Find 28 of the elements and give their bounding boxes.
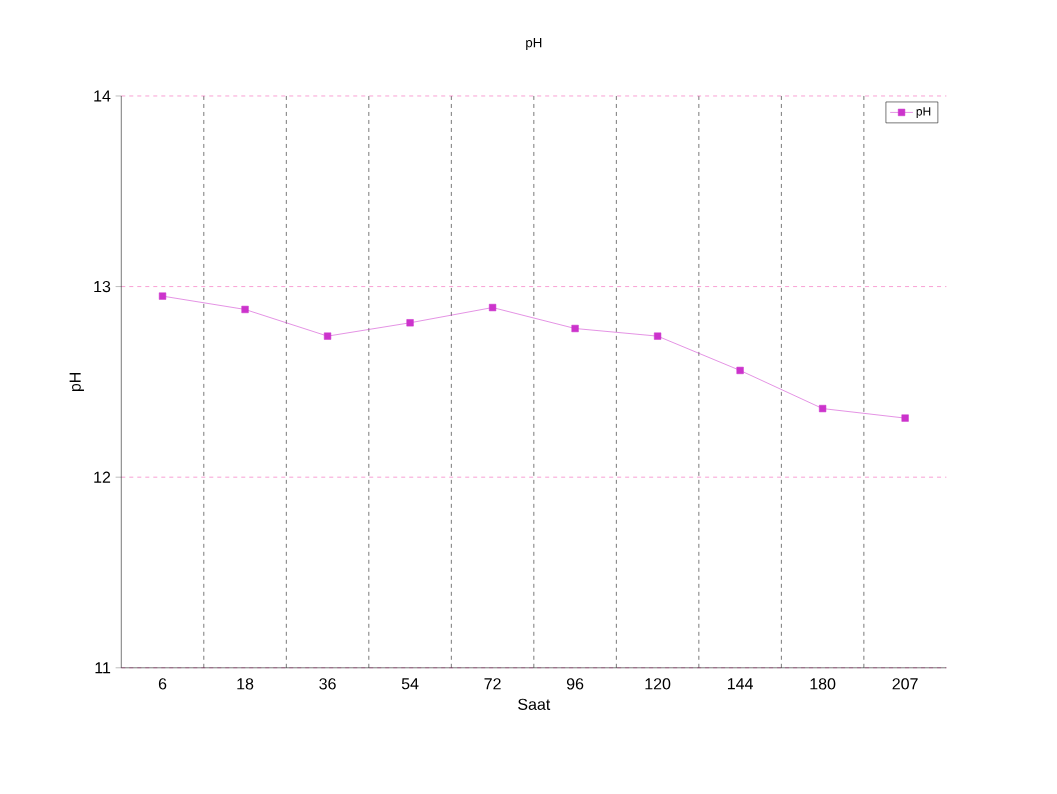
y-tick-label: 11 (95, 662, 111, 674)
point (323, 332, 332, 340)
point (241, 305, 249, 314)
chart-title: pH (526, 38, 542, 51)
legend-label: pH (916, 107, 931, 119)
x-axis-title: Saat (518, 698, 551, 711)
point (736, 366, 744, 375)
point (819, 405, 827, 413)
x-tick-label: 144 (727, 678, 753, 690)
y-axis-title: pH (69, 373, 84, 392)
x-tick-label: 180 (810, 678, 836, 690)
y-tick-label: 12 (94, 471, 111, 483)
x-tick-label: 36 (319, 678, 336, 690)
point (406, 319, 414, 327)
point (158, 292, 167, 300)
x-tick-label: 72 (484, 678, 501, 690)
point (901, 414, 909, 422)
point (488, 304, 497, 312)
x-tick-label: 6 (158, 678, 167, 690)
x-tick-label: 120 (645, 678, 671, 690)
x-tick-label: 18 (237, 678, 254, 690)
x-tick-label: 54 (401, 678, 419, 690)
x-tick-label: 96 (566, 678, 584, 690)
y-tick-label: 14 (94, 90, 111, 102)
point (654, 332, 662, 340)
point (571, 325, 579, 333)
x-tick-label: 207 (892, 678, 918, 690)
y-tick-label: 13 (94, 281, 111, 293)
